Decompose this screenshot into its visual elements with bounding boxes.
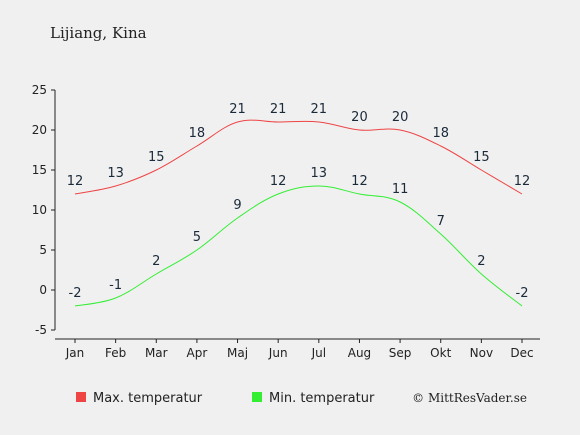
x-tick-label: Jun [268,346,288,360]
max-data-label: 21 [311,102,328,117]
max-data-label: 20 [392,110,409,125]
min-data-label: 13 [311,166,328,181]
min-data-label: 12 [270,174,287,189]
y-tick-label: 10 [32,203,47,217]
y-tick-label: 20 [32,123,47,137]
max-data-label: 20 [351,110,368,125]
copyright-credit: © MittResVader.se [412,391,527,405]
x-tick-label: Okt [430,346,451,360]
y-tick-label: 5 [39,243,47,257]
legend-label-min: Min. temperatur [269,391,375,406]
x-tick-label: Dec [510,346,533,360]
min-data-label: 7 [437,214,445,229]
x-tick-label: Nov [470,346,493,360]
x-tick-label: Sep [389,346,412,360]
legend-swatch-max [76,392,86,402]
x-tick-label: Feb [105,346,126,360]
x-tick-label: Jan [65,346,85,360]
min-data-label: -2 [516,286,529,301]
y-tick-label: 15 [32,163,47,177]
max-data-label: 12 [67,174,84,189]
max-data-label: 15 [473,150,490,165]
min-data-label: 5 [193,230,201,245]
max-data-label: 15 [148,150,165,165]
x-tick-label: Aug [348,346,371,360]
x-tick-label: Maj [227,346,248,360]
min-data-label: 2 [477,254,485,269]
max-data-label: 21 [229,102,246,117]
max-data-label: 13 [107,166,124,181]
y-tick-label: 25 [32,83,47,97]
legend: Max. temperatur Min. temperatur [76,391,375,406]
min-data-label: 2 [152,254,160,269]
max-data-label: 18 [432,126,449,141]
x-tick-label: Jul [311,346,326,360]
x-tick-label: Mar [145,346,168,360]
legend-label-max: Max. temperatur [93,391,203,406]
min-data-label: -2 [69,286,82,301]
min-data-label: 9 [233,198,241,213]
max-data-label: 12 [514,174,531,189]
x-tick-label: Apr [187,346,208,360]
min-data-label: 12 [351,174,368,189]
min-data-label: -1 [109,278,122,293]
legend-swatch-min [252,392,262,402]
min-data-label: 11 [392,182,409,197]
chart-title: Lijiang, Kina [50,24,147,42]
series-layer [74,119,523,307]
y-tick-label: -5 [35,323,47,337]
min-temperature-line [74,185,523,307]
y-tick-label: 0 [39,283,47,297]
max-temperature-line [74,119,523,195]
max-data-label: 21 [270,102,287,117]
data-labels: 12 13 15 18 21 21 21 20 20 18 15 12 -2 -1 2 5 9 12 13 12 11 7… [67,102,531,301]
max-data-label: 18 [189,126,206,141]
